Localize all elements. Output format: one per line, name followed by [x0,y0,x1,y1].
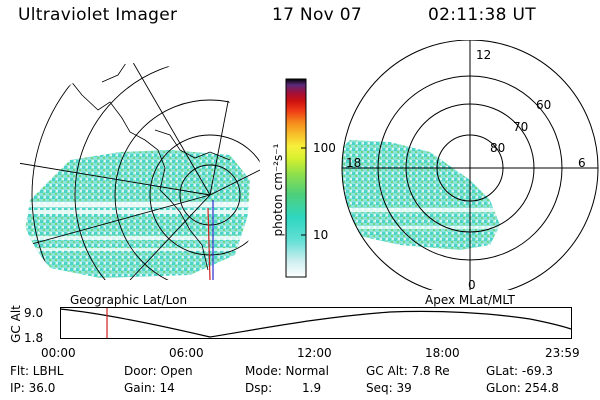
lat-label-80: 80 [490,141,506,155]
glat-info: GLat: -69.3 [486,364,553,378]
dsp-value: 1.9 [302,381,322,395]
timeline-tick-3: 18:00 [425,346,460,360]
mlt-label-0: 0 [468,278,476,292]
mode-info: Mode: Normal [245,364,329,378]
colorbar-tick-10: 10 [313,228,329,242]
mlt-label-18: 18 [346,156,362,170]
timeline-tick-2: 12:00 [297,346,332,360]
timeline-tick-4: 23:59 [545,346,580,360]
date-label: 17 Nov 07 [272,5,362,25]
seq-info: Seq: 39 [366,381,412,395]
time-label: 02:11:38 UT [428,5,536,25]
gain-info: Gain: 14 [124,381,175,395]
altitude-curve [60,308,572,338]
polar-plot [341,40,599,290]
lat-label-70: 70 [513,120,529,134]
colorbar-unit-label: photon cm⁻²s⁻¹ [271,143,285,237]
polar-emission-region [342,140,500,250]
timeline-y-bottom: 1.8 [24,331,44,345]
geographic-map [18,63,260,280]
dsp-label: Dsp: [245,381,273,395]
ip-info: IP: 36.0 [10,381,56,395]
app-title: Ultraviolet Imager [18,5,178,25]
timeline-tick-0: 00:00 [41,346,76,360]
geographic-label: Geographic Lat/Lon [70,293,188,307]
lat-label-60: 60 [536,98,552,112]
gc-alt-info: GC Alt: 7.8 Re [366,364,450,378]
mlt-label-6: 6 [578,156,586,170]
colorbar-tick-100: 100 [313,141,336,155]
timeline-y-top: 9.0 [24,306,44,320]
altitude-timeline [60,307,572,339]
glon-info: GLon: 254.8 [486,381,559,395]
filter-info: Flt: LBHL [10,364,64,378]
colorbar [285,78,307,278]
mlt-label-12: 12 [476,48,492,62]
door-info: Door: Open [124,364,193,378]
apex-label: Apex MLat/MLT [425,293,515,307]
timeline-tick-1: 06:00 [169,346,204,360]
timeline-axis-title: GC Alt [9,305,23,343]
